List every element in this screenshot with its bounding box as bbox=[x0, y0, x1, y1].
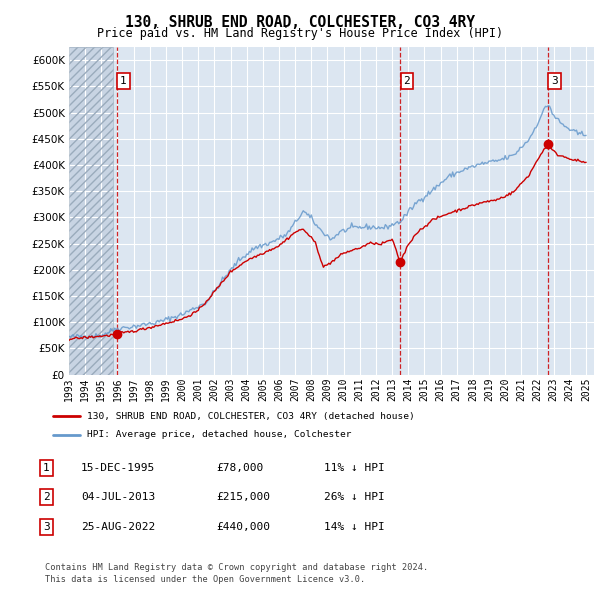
Text: £78,000: £78,000 bbox=[216, 463, 263, 473]
Text: 04-JUL-2013: 04-JUL-2013 bbox=[81, 493, 155, 502]
Text: 3: 3 bbox=[43, 522, 50, 532]
Text: 14% ↓ HPI: 14% ↓ HPI bbox=[324, 522, 385, 532]
Text: 2: 2 bbox=[403, 76, 410, 86]
Text: Contains HM Land Registry data © Crown copyright and database right 2024.: Contains HM Land Registry data © Crown c… bbox=[45, 563, 428, 572]
Text: £440,000: £440,000 bbox=[216, 522, 270, 532]
Text: HPI: Average price, detached house, Colchester: HPI: Average price, detached house, Colc… bbox=[87, 430, 352, 439]
Text: 1: 1 bbox=[43, 463, 50, 473]
Text: 11% ↓ HPI: 11% ↓ HPI bbox=[324, 463, 385, 473]
Text: 3: 3 bbox=[551, 76, 558, 86]
Text: £215,000: £215,000 bbox=[216, 493, 270, 502]
Text: 1: 1 bbox=[120, 76, 127, 86]
Text: 130, SHRUB END ROAD, COLCHESTER, CO3 4RY: 130, SHRUB END ROAD, COLCHESTER, CO3 4RY bbox=[125, 15, 475, 30]
Text: 15-DEC-1995: 15-DEC-1995 bbox=[81, 463, 155, 473]
Text: 25-AUG-2022: 25-AUG-2022 bbox=[81, 522, 155, 532]
Text: 130, SHRUB END ROAD, COLCHESTER, CO3 4RY (detached house): 130, SHRUB END ROAD, COLCHESTER, CO3 4RY… bbox=[87, 412, 415, 421]
Text: This data is licensed under the Open Government Licence v3.0.: This data is licensed under the Open Gov… bbox=[45, 575, 365, 584]
Text: 26% ↓ HPI: 26% ↓ HPI bbox=[324, 493, 385, 502]
Text: Price paid vs. HM Land Registry's House Price Index (HPI): Price paid vs. HM Land Registry's House … bbox=[97, 27, 503, 40]
Text: 2: 2 bbox=[43, 493, 50, 502]
